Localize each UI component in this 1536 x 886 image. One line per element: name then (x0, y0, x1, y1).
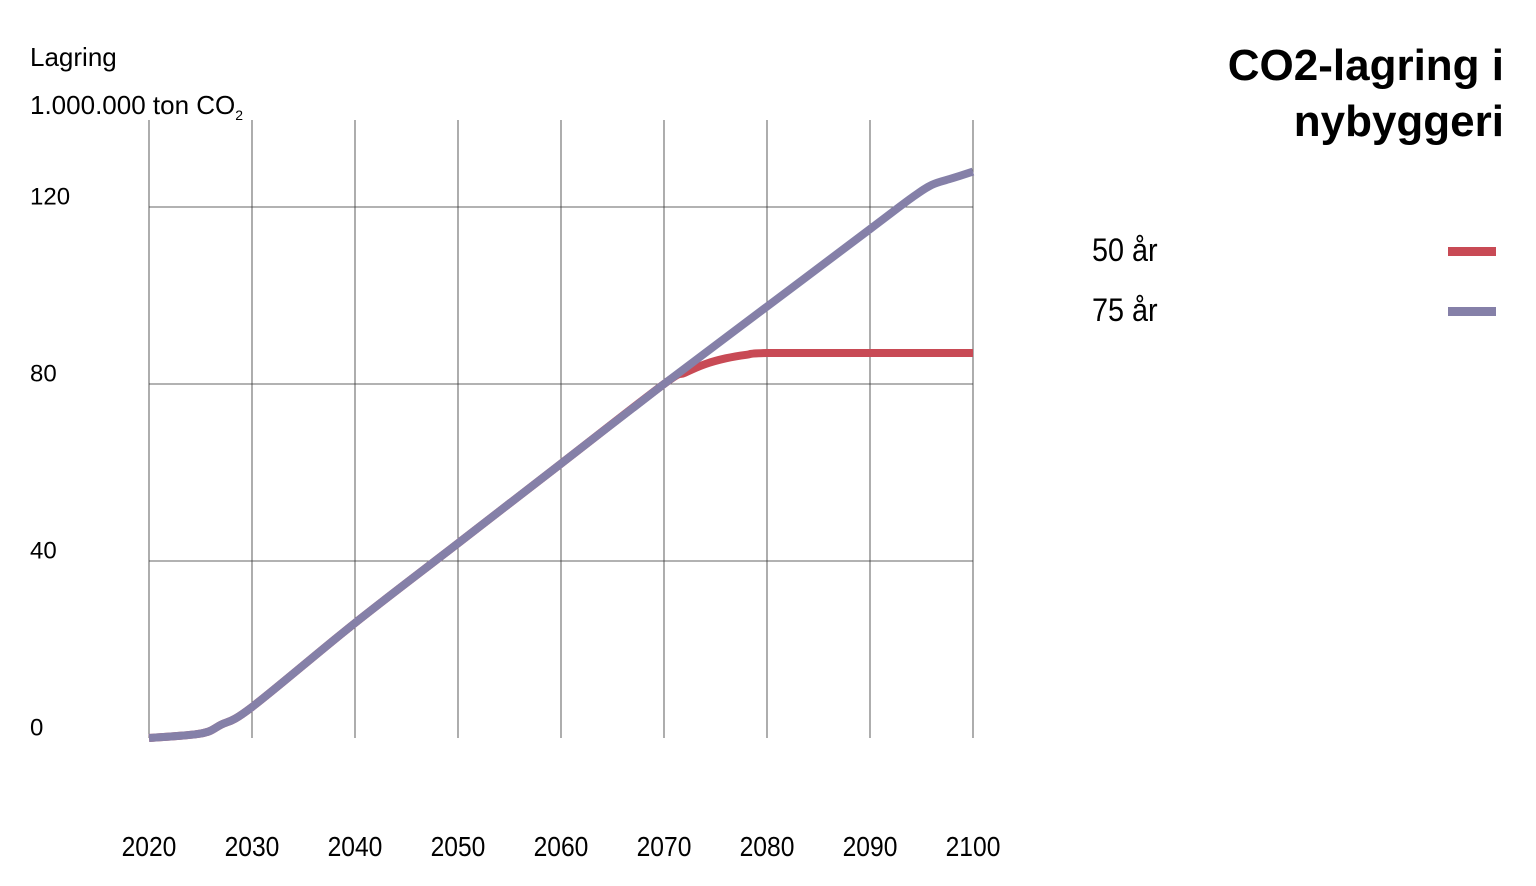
y-tick-label: 0 (30, 715, 43, 742)
legend-item-50: 50 år (1092, 232, 1496, 292)
y-axis-unit-subscript: 2 (235, 107, 244, 123)
y-tick-label: 80 (30, 361, 57, 388)
x-tick-label: 2040 (328, 831, 383, 863)
x-tick-label: 2080 (740, 831, 795, 863)
series-lines (148, 167, 975, 742)
x-tick-label: 2090 (843, 831, 898, 863)
legend-label: 75 år (1092, 292, 1158, 328)
chart-title-line2: nybyggeri (1293, 97, 1504, 147)
y-tick-label: 120 (30, 184, 70, 211)
x-tick-labels: 2020 2030 2040 2050 2060 2070 2080 2090 2100 (122, 831, 1001, 863)
legend-swatch (1448, 247, 1496, 256)
x-tick-label: 2020 (122, 831, 177, 863)
x-tick-label: 2060 (534, 831, 589, 863)
grid (148, 120, 974, 738)
y-axis-unit: 1.000.000 ton CO (30, 90, 236, 120)
x-tick-label: 2050 (431, 831, 486, 863)
y-axis-label-line2: 1.000.000 ton CO2 (30, 92, 243, 122)
chart-title: CO2-lagring i nybyggeri (1228, 38, 1504, 151)
x-tick-label: 2070 (637, 831, 692, 863)
x-tick-label: 2030 (225, 831, 280, 863)
series-line-75-aar (148, 167, 975, 742)
legend-swatch (1448, 307, 1496, 316)
y-axis-label-line1: Lagring (30, 42, 117, 72)
legend-item-75: 75 år (1092, 292, 1496, 352)
y-tick-label: 40 (30, 538, 57, 565)
legend: 50 år 75 år (1092, 232, 1496, 352)
legend-label: 50 år (1092, 232, 1158, 268)
y-tick-labels: 0 40 80 120 (30, 184, 70, 742)
chart-title-line1: CO2-lagring i (1227, 41, 1504, 90)
x-tick-label: 2100 (946, 831, 1001, 863)
